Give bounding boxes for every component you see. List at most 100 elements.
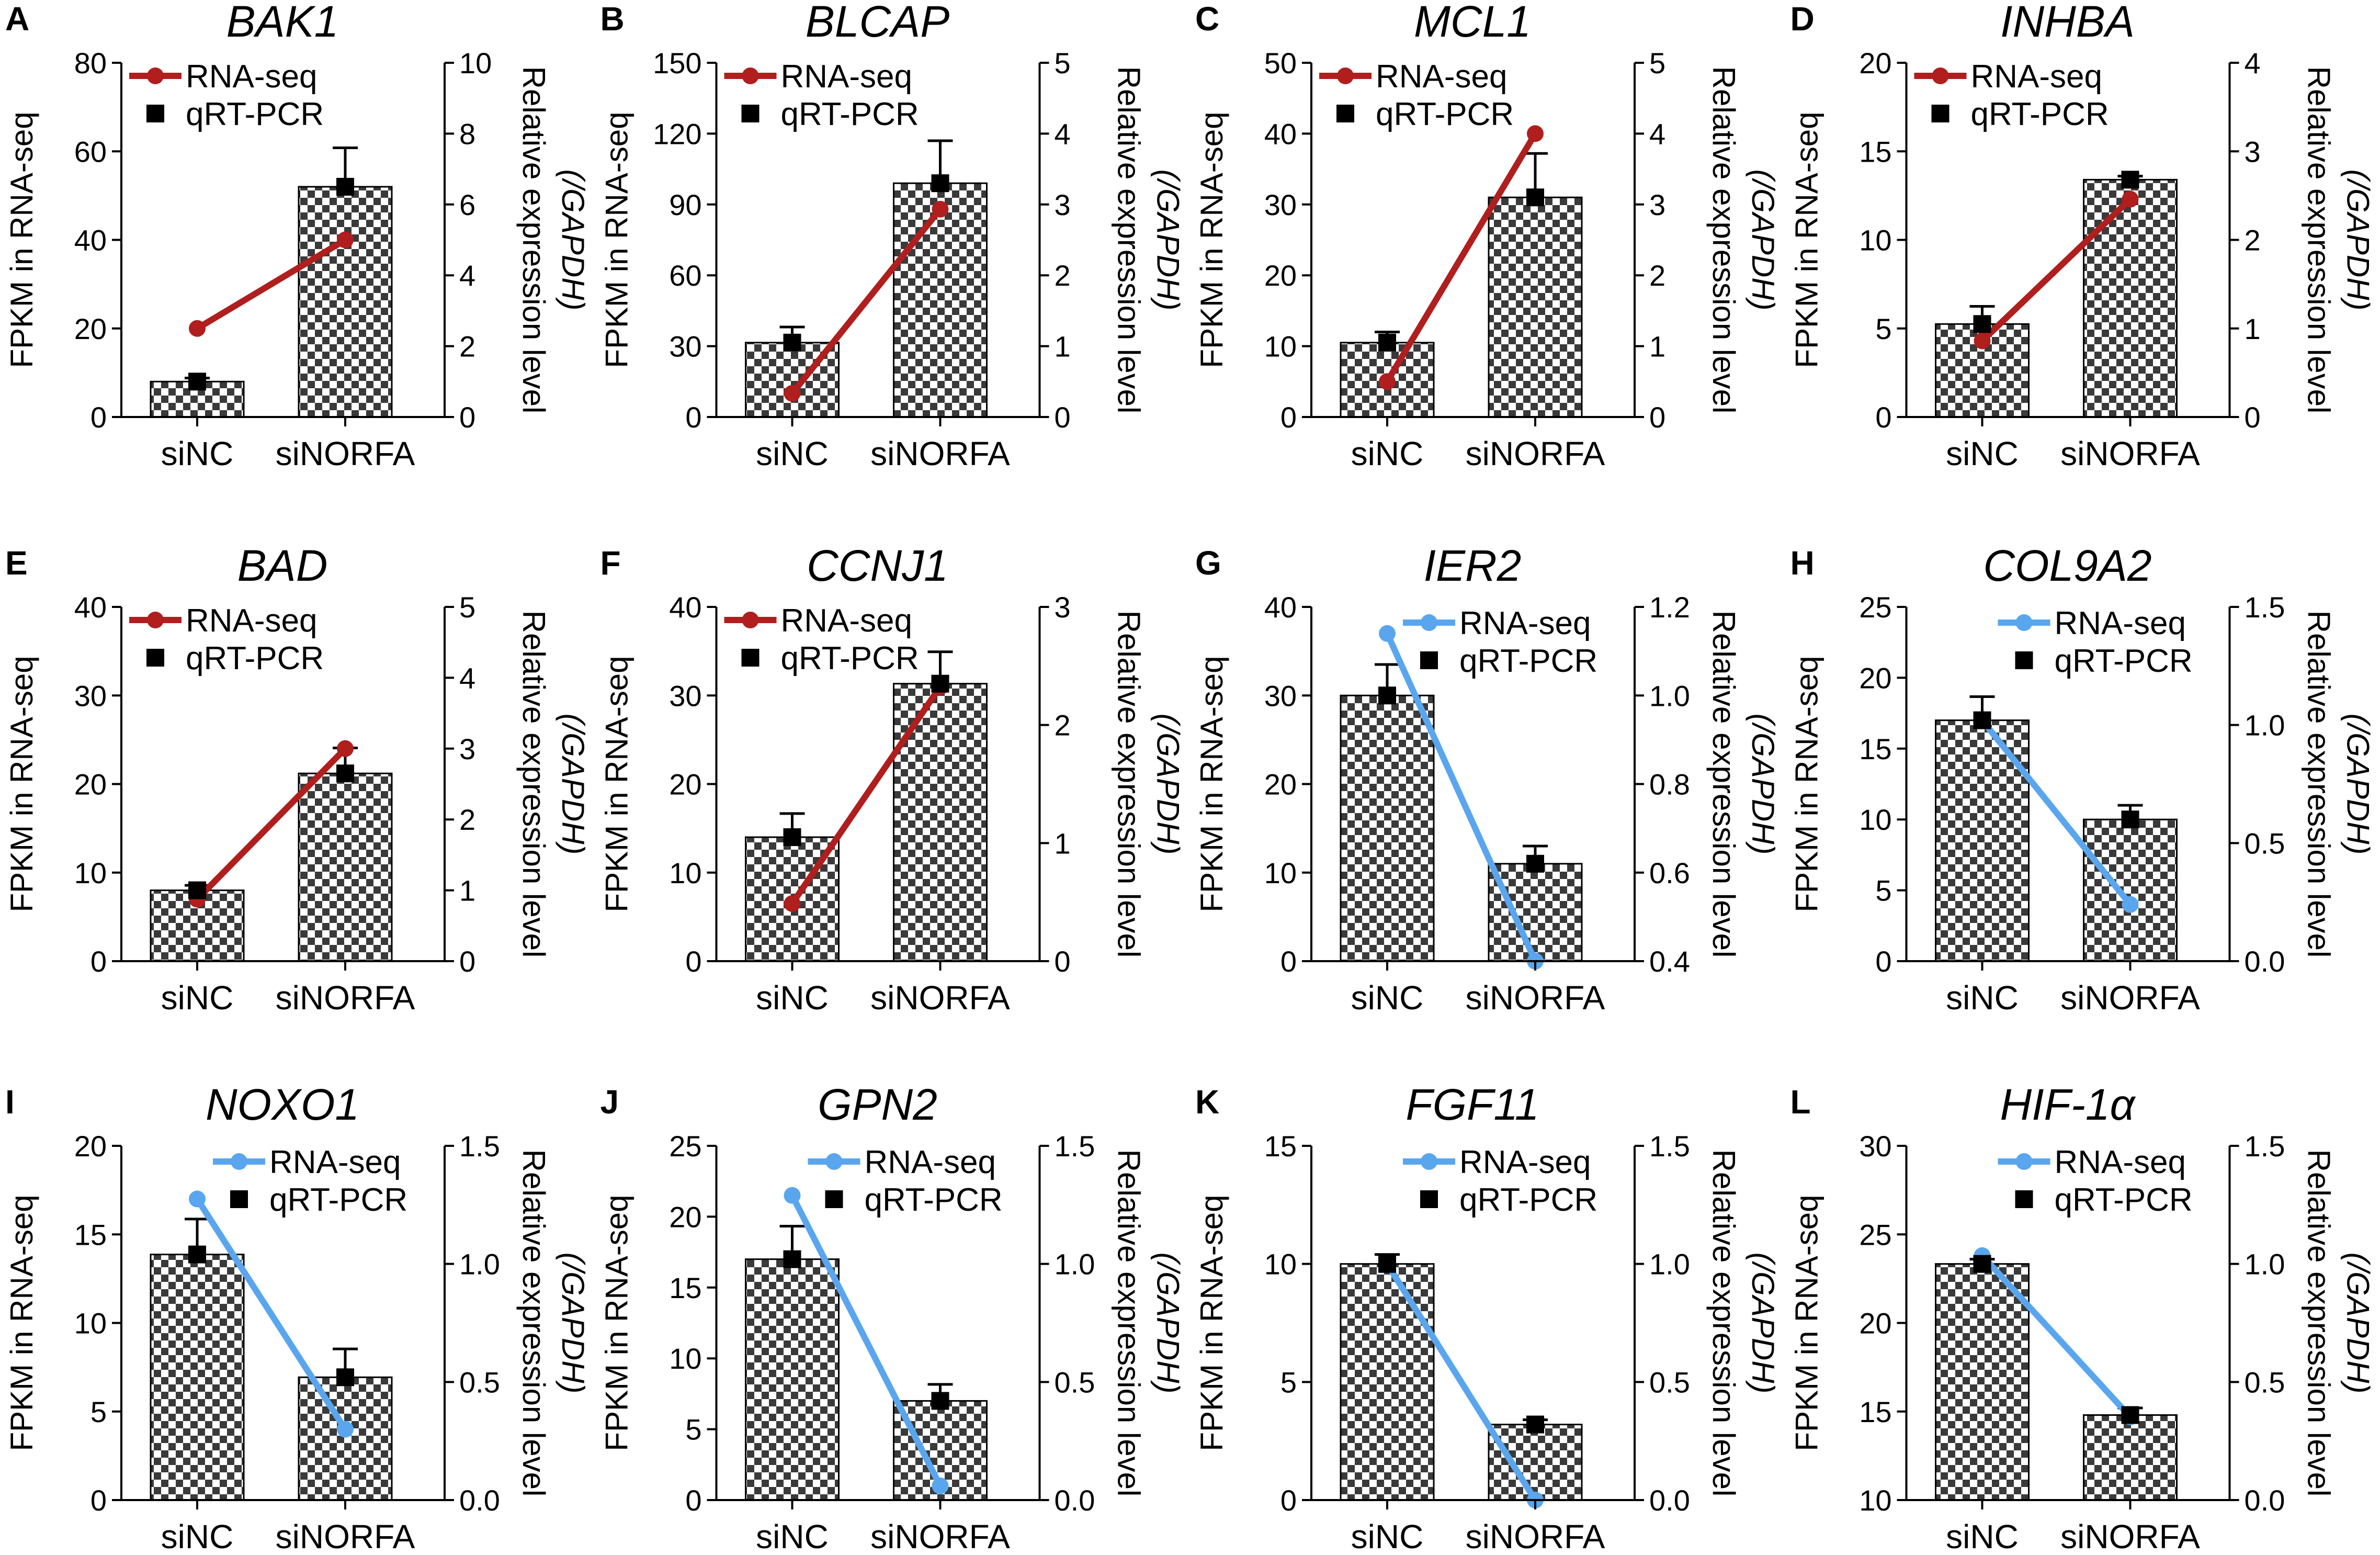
right-tick-label: 3	[1649, 188, 1665, 221]
rnaseq-line	[1979, 1252, 2134, 1420]
right-tick-label: 4	[459, 259, 475, 292]
right-tick-label: 0.0	[1649, 1484, 1690, 1517]
legend-qpcr-marker	[2015, 651, 2033, 669]
right-axis-label-unit: (/GAPDH)	[1151, 170, 1186, 311]
left-tick-label: 10	[1264, 330, 1297, 363]
right-tick-label: 1.0	[2245, 1248, 2285, 1281]
legend-qpcr-label: qRT-PCR	[1376, 96, 1514, 132]
left-tick-label: 150	[653, 47, 701, 80]
right-tick-label: 0	[459, 401, 475, 434]
right-tick-label: 0.0	[459, 1484, 500, 1517]
right-axis-label: Relative expression level	[2302, 1150, 2337, 1497]
category-label: siNC	[756, 979, 829, 1017]
qpcr-point-sinorfa	[1526, 854, 1544, 873]
bar-sinc	[1935, 1263, 2030, 1501]
left-tick-label: 15	[1859, 135, 1891, 168]
left-axis-label: FPKM in RNA-seq	[1789, 111, 1824, 368]
left-tick-label: 0	[685, 945, 701, 978]
right-axis-label-unit: (/GAPDH)	[2341, 1253, 2376, 1394]
left-tick-label: 20	[74, 312, 107, 345]
rnaseq-point-sinorfa	[932, 1477, 949, 1494]
qpcr-point-sinc	[188, 881, 206, 899]
right-axis-label-unit: (/GAPDH)	[1151, 1253, 1186, 1394]
chart-panel-l: L HIF-1α 10 15 20 25 30 0.0 0.5 1.0 1.5 siNC siNORFA…	[1789, 1080, 2376, 1555]
category-label: siNORFA	[1466, 1518, 1605, 1555]
panel-letter: E	[5, 544, 28, 582]
right-axis-label-unit: (/GAPDH)	[2341, 170, 2376, 311]
rnaseq-point-sinc	[189, 320, 206, 337]
legend-rnaseq-label: RNA-seq	[865, 1144, 996, 1180]
left-tick-label: 30	[669, 330, 701, 363]
legend-rnaseq-point	[1337, 67, 1354, 84]
right-axis-label: Relative expression level	[516, 66, 551, 414]
right-tick-label: 0.0	[1055, 1484, 1095, 1517]
rnaseq-point-sinc	[1379, 625, 1396, 642]
left-axis-label: FPKM in RNA-seq	[1194, 1195, 1229, 1451]
chart-title: CCNJ1	[807, 541, 948, 590]
left-tick-label: 20	[1859, 47, 1891, 80]
rnaseq-line	[1979, 717, 2134, 908]
legend-qpcr-label: qRT-PCR	[269, 1182, 407, 1218]
left-axis-label: FPKM in RNA-seq	[599, 1195, 634, 1451]
rnaseq-point-sinc	[784, 385, 801, 402]
left-tick-label: 0	[685, 401, 701, 434]
legend-qpcr-marker	[1420, 1190, 1438, 1208]
chart-title: BLCAP	[806, 0, 949, 46]
right-axis-label-unit: (/GAPDH)	[556, 170, 591, 311]
left-tick-label: 10	[1264, 1248, 1297, 1281]
left-tick-label: 50	[1264, 47, 1297, 80]
left-tick-label: 25	[1859, 591, 1891, 624]
right-axis-label-unit: (/GAPDH)	[556, 1253, 591, 1394]
category-label: siNORFA	[276, 979, 415, 1017]
qpcr-point-sinc	[1973, 1255, 1991, 1273]
chart-title: MCL1	[1414, 0, 1531, 46]
qpcr-point-sinorfa	[1526, 188, 1544, 207]
rnaseq-line	[194, 236, 348, 332]
right-tick-label: 5	[1055, 47, 1071, 80]
right-axis-label-unit: (/GAPDH)	[1746, 714, 1781, 855]
right-tick-label: 0.5	[459, 1366, 500, 1399]
left-tick-label: 0	[90, 401, 107, 434]
right-tick-label: 6	[459, 188, 475, 221]
rnaseq-point-sinc	[1379, 373, 1396, 390]
bar-sinc	[745, 1258, 840, 1501]
bar-sinorfa	[298, 186, 393, 418]
rnaseq-line	[789, 206, 944, 397]
right-axis-label: Relative expression level	[1706, 66, 1741, 414]
right-tick-label: 4	[459, 661, 475, 694]
right-tick-label: 1	[1055, 827, 1071, 860]
left-tick-label: 15	[1859, 733, 1891, 765]
bar-sinorfa	[893, 683, 988, 962]
left-tick-label: 20	[74, 1130, 107, 1163]
qpcr-point-sinorfa	[2121, 1406, 2139, 1424]
left-tick-label: 0	[90, 945, 107, 978]
right-tick-label: 0.8	[1649, 768, 1690, 801]
legend-rnaseq-point	[825, 1153, 843, 1170]
chart-title: IER2	[1424, 541, 1522, 590]
right-tick-label: 0.6	[1649, 857, 1690, 889]
left-axis-label: FPKM in RNA-seq	[1194, 111, 1229, 368]
left-tick-label: 30	[1264, 188, 1297, 221]
left-tick-label: 60	[669, 259, 701, 292]
legend-rnaseq-label: RNA-seq	[781, 59, 913, 95]
right-tick-label: 2	[459, 803, 475, 836]
bar-sinorfa	[2083, 818, 2178, 962]
right-tick-label: 0.5	[2245, 827, 2285, 860]
left-tick-label: 5	[685, 1413, 701, 1446]
panel-letter: A	[5, 0, 29, 38]
category-label: siNC	[161, 1518, 234, 1555]
bar-sinorfa	[1488, 863, 1583, 962]
left-tick-label: 0	[1875, 945, 1891, 978]
right-axis-label: Relative expression level	[516, 1150, 551, 1497]
left-tick-label: 15	[1264, 1130, 1297, 1163]
left-tick-label: 0	[90, 1484, 107, 1517]
bar-sinorfa	[2083, 178, 2178, 418]
rnaseq-line	[194, 745, 348, 903]
right-tick-label: 3	[459, 733, 475, 765]
rnaseq-point-sinorfa	[337, 740, 354, 757]
right-tick-label: 1	[459, 874, 475, 907]
right-tick-label: 1	[2245, 312, 2261, 345]
legend-rnaseq-point	[147, 67, 164, 84]
qpcr-point-sinc	[783, 828, 801, 847]
